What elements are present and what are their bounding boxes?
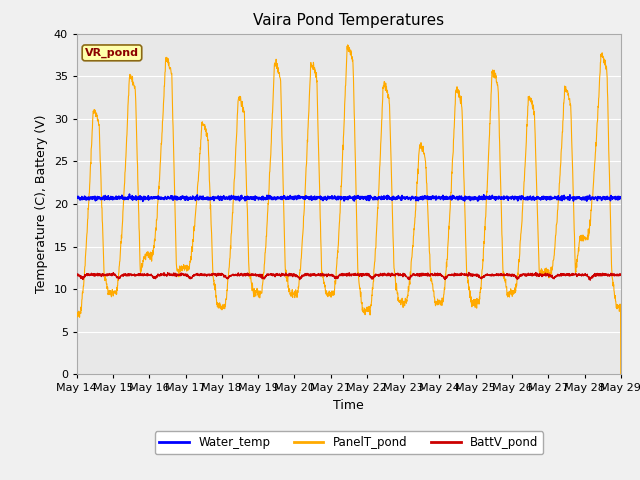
Y-axis label: Temperature (C), Battery (V): Temperature (C), Battery (V) bbox=[35, 115, 48, 293]
Legend: Water_temp, PanelT_pond, BattV_pond: Water_temp, PanelT_pond, BattV_pond bbox=[154, 432, 543, 454]
Text: VR_pond: VR_pond bbox=[85, 48, 139, 58]
Title: Vaira Pond Temperatures: Vaira Pond Temperatures bbox=[253, 13, 444, 28]
X-axis label: Time: Time bbox=[333, 399, 364, 412]
